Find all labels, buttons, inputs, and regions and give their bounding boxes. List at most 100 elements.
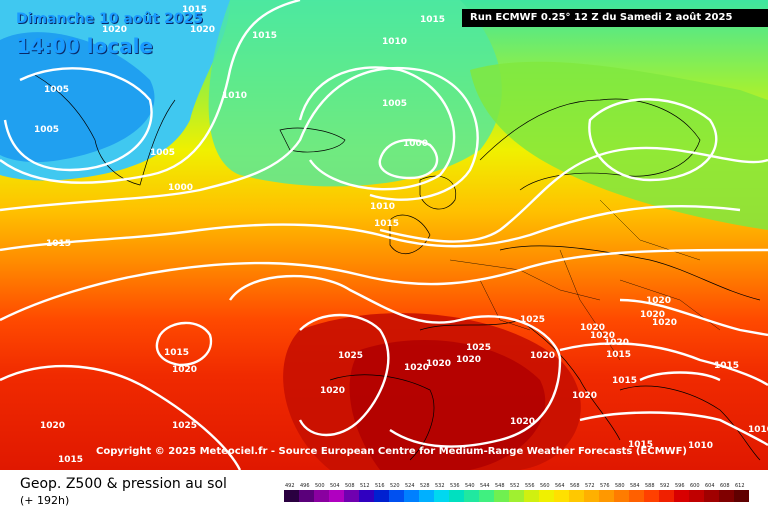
color-scale-swatch [434,490,449,502]
isobar-label: 1020 [172,365,197,375]
isobar-label: 1025 [466,343,491,353]
color-scale-swatch [539,490,554,502]
trough-region [208,0,502,187]
color-scale-label: 572 [585,483,595,489]
color-scale-label: 492 [285,483,295,489]
isobar-label: 1020 [604,338,629,348]
color-scale-swatch [374,490,389,502]
isobar-label: 1010 [382,37,407,47]
isobar-label: 1010 [688,441,713,451]
color-scale-swatch [284,490,299,502]
color-scale-swatch [704,490,719,502]
isobar-label: 1020 [320,386,345,396]
color-scale-swatch [449,490,464,502]
color-scale-swatch [329,490,344,502]
isobar-label: 1015 [612,376,637,386]
color-scale-label: 564 [555,483,565,489]
isobar-label: 1005 [150,148,175,158]
isobar-label: 1015 [252,31,277,41]
color-scale-swatch [689,490,704,502]
isobar-label: 1015 [714,361,739,371]
color-scale-swatch [629,490,644,502]
isobar-label: 1015 [182,5,207,15]
color-scale-label: 520 [390,483,400,489]
isobar-label: 1020 [510,417,535,427]
color-scale-label: 512 [360,483,370,489]
color-scale-swatch [614,490,629,502]
color-scale-label: 592 [660,483,670,489]
isobar-label: 1015 [58,455,83,465]
isobar-label: 1015 [420,15,445,25]
color-scale-label: 612 [735,483,745,489]
color-scale-label: 504 [330,483,340,489]
isobar-label: 1015 [628,440,653,450]
isobar-label: 1020 [572,391,597,401]
color-scale-swatch [404,490,419,502]
color-scale-swatch [524,490,539,502]
color-scale-label: 600 [690,483,700,489]
color-scale-swatch [314,490,329,502]
color-scale-label: 556 [525,483,535,489]
isobar-label: 1010 [748,425,768,435]
color-scale-label: 576 [600,483,610,489]
isobar-label: 1020 [190,25,215,35]
color-scale-swatch [659,490,674,502]
color-scale-swatch [419,490,434,502]
color-scale-swatch [464,490,479,502]
color-scale-label: 596 [675,483,685,489]
product-title: Geop. Z500 & pression au sol [20,476,227,492]
color-scale-swatch [344,490,359,502]
color-scale-label: 532 [435,483,445,489]
color-scale-swatch [584,490,599,502]
color-scale-swatch [599,490,614,502]
color-scale-label: 584 [630,483,640,489]
isobar-label: 1000 [168,183,193,193]
deep-low-region [0,32,155,163]
map-canvas: 1015 1020 1020 1015 1015 1010 1010 1005 … [0,0,768,470]
isobar-label: 1025 [172,421,197,431]
color-scale: 492 496 500 504 508 512 516 520 524 528 532 536 540 5… [284,483,749,502]
model-run-info: Run ECMWF 0.25° 12 Z du Samedi 2 août 20… [462,9,768,27]
color-scale-label: 568 [570,483,580,489]
isobar-label: 1020 [456,355,481,365]
isobar-label: 1020 [580,323,605,333]
scandinavia-region [470,61,768,230]
color-scale-label: 552 [510,483,520,489]
lead-time: (+ 192h) [20,494,70,507]
isobar-label: 1020 [640,310,665,320]
color-scale-label: 540 [465,483,475,489]
color-scale-swatch [719,490,734,502]
isobar-label: 1020 [652,318,677,328]
isobar-label: 1020 [646,296,671,306]
color-scale-label: 604 [705,483,715,489]
color-scale-swatch [479,490,494,502]
color-scale-swatch [554,490,569,502]
color-scale-label: 508 [345,483,355,489]
isobar-label: 1025 [338,351,363,361]
isobars [0,0,768,470]
color-scale-label: 536 [450,483,460,489]
color-scale-swatch [389,490,404,502]
color-scale-swatch [494,490,509,502]
color-scale-label: 528 [420,483,430,489]
color-scale-label: 588 [645,483,655,489]
isobar-label: 1020 [404,363,429,373]
isobar-label: 1020 [40,421,65,431]
forecast-date: Dimanche 10 août 2025 [16,11,203,27]
isobar-labels: 1015 1020 1020 1015 1015 1010 1010 1005 … [34,5,768,465]
color-scale-label: 580 [615,483,625,489]
color-scale-label: 548 [495,483,505,489]
color-scale-label: 524 [405,483,415,489]
isobar-label: 1000 [403,139,428,149]
isobar-label: 1020 [590,331,615,341]
color-scale-swatch [644,490,659,502]
isobar-label: 1010 [222,91,247,101]
isobar-label: 1015 [164,348,189,358]
isobar-label: 1010 [370,202,395,212]
ridge-max [349,340,546,470]
isobar-label: 1005 [382,99,407,109]
isobar-label: 1025 [520,315,545,325]
color-scale-label: 608 [720,483,730,489]
copyright-notice: Copyright © 2025 Meteociel.fr - Source E… [96,446,687,457]
color-scale-swatch [299,490,314,502]
